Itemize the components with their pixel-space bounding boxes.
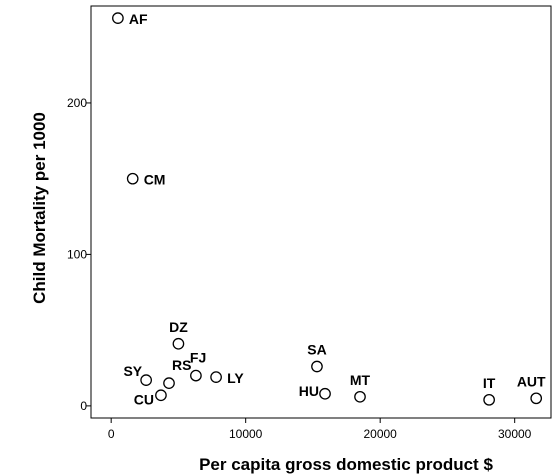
y-axis: 0 100 200 (67, 96, 91, 413)
point-rs (163, 377, 175, 390)
plot-frame (90, 5, 552, 419)
point-mt (354, 390, 366, 403)
point-label-fj: FJ (190, 350, 206, 366)
x-tick-label-0: 0 (108, 427, 115, 441)
point-label-dz: DZ (169, 319, 188, 335)
point-label-mt: MT (350, 372, 371, 388)
point-label-it: IT (483, 375, 496, 391)
x-tick-label-20000: 20000 (363, 427, 397, 441)
point-cm (126, 172, 139, 185)
x-tick-label-30000: 30000 (498, 427, 532, 441)
point-dz (172, 337, 185, 350)
point-it (483, 393, 495, 406)
y-tick-label-200: 200 (67, 96, 87, 110)
point-label-af: AF (129, 11, 148, 27)
y-axis-title: Child Mortality per 1000 (30, 112, 49, 304)
point-label-ly: LY (227, 370, 244, 386)
y-tick-label-100: 100 (67, 247, 87, 261)
point-sa (311, 360, 323, 373)
point-label-aut: AUT (517, 373, 546, 389)
point-sy (140, 374, 152, 386)
x-axis: 0 10000 20000 30000 (108, 418, 532, 441)
point-label-cu: CU (134, 391, 154, 407)
point-fj (190, 369, 202, 382)
point-hu (319, 387, 331, 400)
point-label-sy: SY (123, 363, 142, 379)
point-label-cm: CM (144, 172, 166, 188)
x-axis-title: Per capita gross domestic product $ (199, 455, 493, 474)
point-label-hu: HU (299, 383, 319, 399)
point-aut (530, 392, 543, 405)
point-cu (155, 389, 167, 402)
point-label-sa: SA (307, 342, 326, 358)
point-ly (210, 371, 222, 383)
data-points: AF CM DZ SY RS CU FJ LY SA HU MT IT AUT (112, 11, 546, 407)
point-label-rs: RS (172, 357, 191, 373)
y-tick-label-0: 0 (80, 399, 87, 413)
point-af (112, 12, 124, 24)
x-tick-label-10000: 10000 (229, 427, 263, 441)
plot-border (90, 5, 552, 419)
